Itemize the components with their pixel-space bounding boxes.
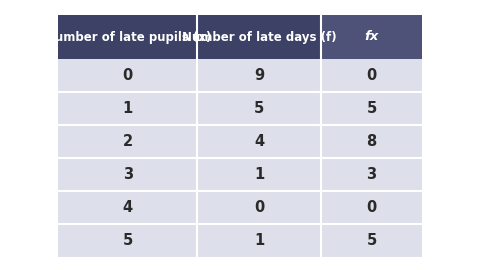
- Text: 9: 9: [254, 68, 264, 83]
- Text: 0: 0: [366, 200, 377, 215]
- Text: 0: 0: [366, 68, 377, 83]
- Text: Number of late days (f): Number of late days (f): [182, 31, 336, 43]
- Text: fx: fx: [364, 31, 379, 43]
- Text: 8: 8: [366, 134, 377, 149]
- Text: 4: 4: [254, 134, 264, 149]
- Text: 3: 3: [367, 167, 377, 182]
- Text: Number of late pupils (x): Number of late pupils (x): [45, 31, 211, 43]
- Text: 5: 5: [366, 101, 377, 116]
- Text: 4: 4: [123, 200, 133, 215]
- Text: 5: 5: [366, 233, 377, 248]
- Text: 5: 5: [122, 233, 133, 248]
- Text: 5: 5: [254, 101, 264, 116]
- Text: 1: 1: [254, 167, 264, 182]
- Text: 0: 0: [254, 200, 264, 215]
- Text: 3: 3: [123, 167, 133, 182]
- Text: 1: 1: [122, 101, 133, 116]
- Text: 1: 1: [254, 233, 264, 248]
- Text: 2: 2: [123, 134, 133, 149]
- Text: 0: 0: [122, 68, 133, 83]
